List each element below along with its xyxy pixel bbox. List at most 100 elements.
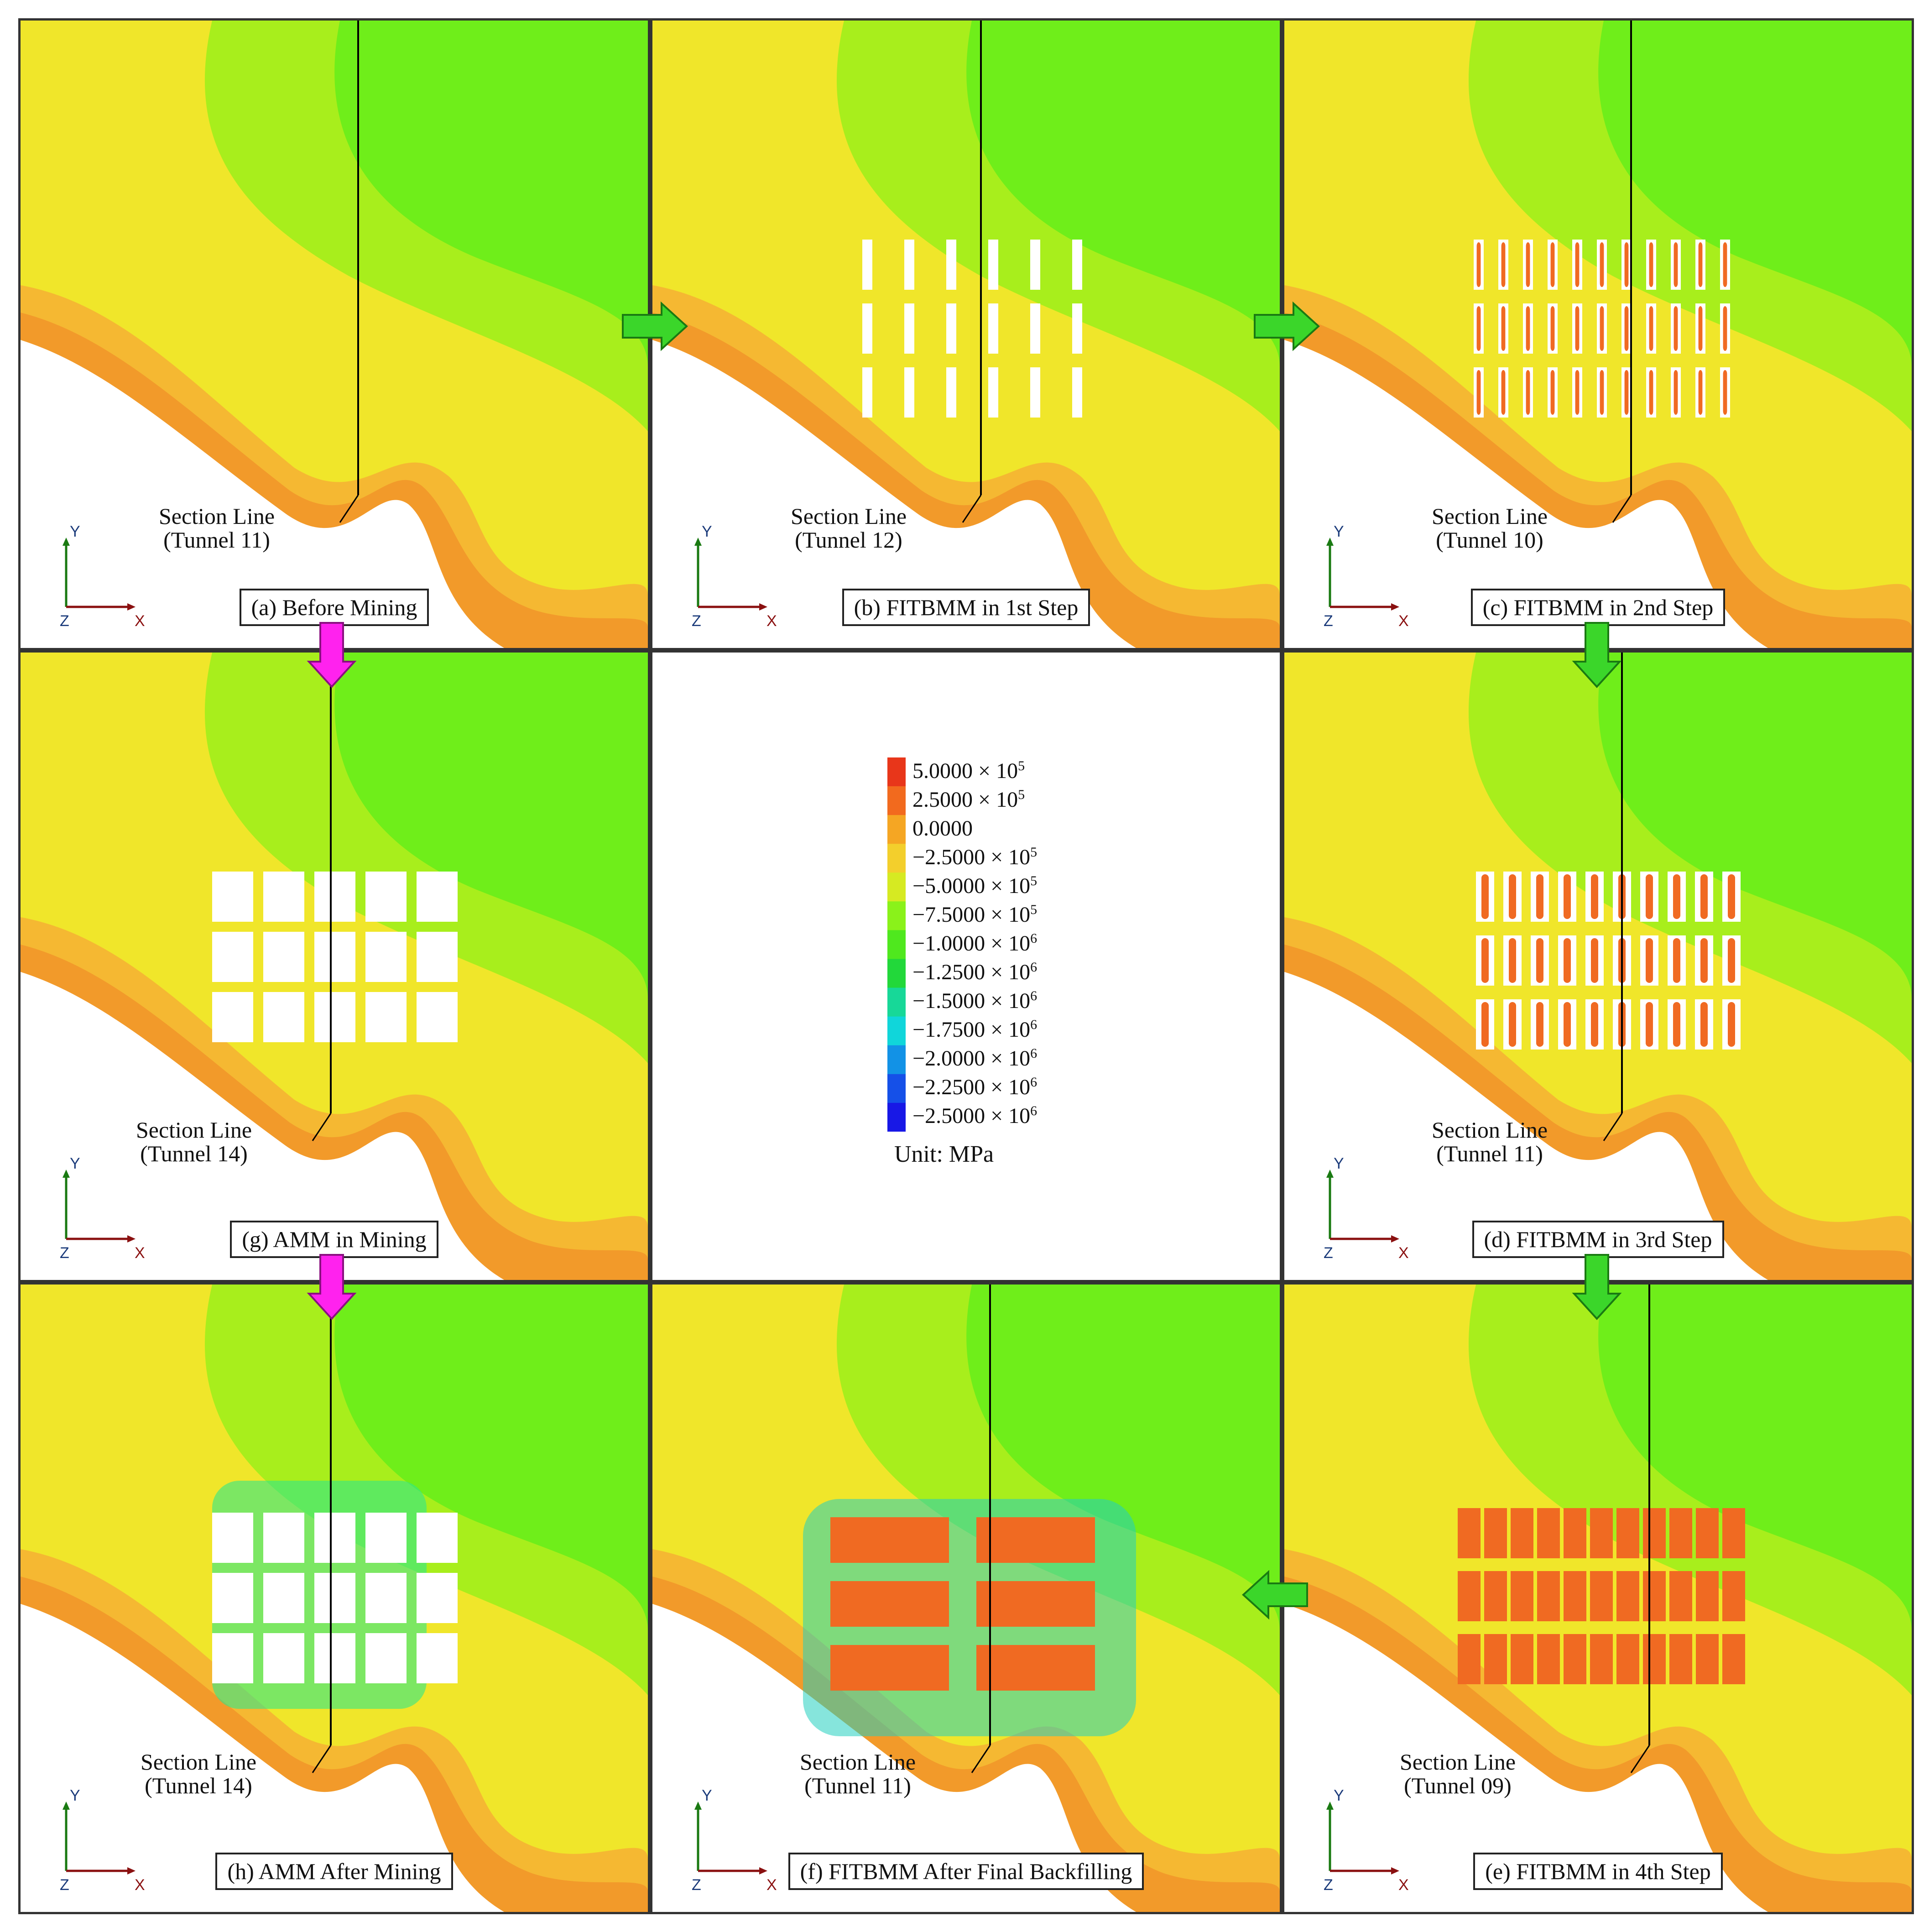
panel-f: Section Line (Tunnel 11) (f) FITBMM After …: [650, 1282, 1282, 1914]
x-axis-label: X: [766, 1876, 777, 1894]
axis-triad-icon: Y X Z: [692, 525, 777, 630]
x-axis-label: X: [766, 612, 777, 630]
section-line-label: Section Line (Tunnel 11): [780, 1750, 935, 1797]
z-axis-label: Z: [692, 612, 701, 630]
tunnel-text: (Tunnel 14): [145, 1773, 252, 1798]
tunnel-text: (Tunnel 14): [140, 1141, 248, 1166]
tunnel-text: (Tunnel 11): [163, 527, 270, 553]
legend-entry-label: 2.5000 × 10: [912, 787, 1018, 812]
axis-triad-icon: Y X Z: [1324, 525, 1409, 630]
x-axis-label: X: [1398, 612, 1409, 630]
legend-entry-exponent: 5: [1030, 902, 1037, 917]
y-axis-label: Y: [702, 1789, 712, 1804]
panel-caption-text: (d) FITBMM in 3rd Step: [1472, 1221, 1724, 1258]
legend-swatch: [887, 959, 906, 988]
section-line-text: Section Line: [1431, 1117, 1548, 1143]
tunnel-text: (Tunnel 11): [804, 1773, 911, 1798]
tunnel-text: (Tunnel 12): [795, 527, 902, 553]
legend-entry-exponent: 6: [1030, 1017, 1037, 1033]
legend-entry-label: −1.5000 × 10: [912, 989, 1031, 1013]
panel-caption-text: (c) FITBMM in 2nd Step: [1470, 589, 1726, 626]
section-line-text: Section Line: [1431, 503, 1548, 529]
y-axis-label: Y: [70, 1157, 80, 1172]
legend-panel: 5.0000 × 105 2.5000 × 105 0.0000 −2.5000 × …: [650, 650, 1282, 1282]
legend-entry-label: −2.5000 × 10: [912, 845, 1031, 869]
legend-entry: −1.2500 × 106: [912, 960, 1037, 985]
panel-c: Section Line (Tunnel 10) (c) FITBMM in 2nd…: [1282, 18, 1914, 650]
stress-contour-plot: [21, 1285, 648, 1912]
arrow-a-to-b-icon: [622, 301, 688, 351]
axis-triad-icon: Y X Z: [60, 1789, 145, 1894]
panel-d: Section Line (Tunnel 11) (d) FITBMM in 3rd…: [1282, 650, 1914, 1282]
stress-contour-plot: [652, 21, 1280, 648]
x-axis-label: X: [135, 612, 145, 630]
axis-triad-icon: Y X Z: [60, 525, 145, 630]
legend-entry-label: −7.5000 × 10: [912, 902, 1031, 927]
legend-entry: 5.0000 × 105: [912, 758, 1025, 783]
y-axis-label: Y: [702, 525, 712, 540]
x-axis-label: X: [135, 1244, 145, 1262]
x-axis-label: X: [1398, 1876, 1409, 1894]
arrow-g-to-h-icon: [307, 1254, 357, 1320]
legend-swatch: [887, 757, 906, 787]
section-line-label: Section Line (Tunnel 14): [116, 1118, 271, 1165]
panel-caption: (h) AMM After Mining: [21, 1853, 648, 1890]
legend-entry-exponent: 5: [1030, 873, 1037, 888]
y-axis-label: Y: [1334, 1789, 1344, 1804]
section-line-label: Section Line (Tunnel 11): [1412, 1118, 1567, 1165]
legend-swatch: [887, 1016, 906, 1046]
section-line-label: Section Line (Tunnel 12): [771, 504, 926, 552]
section-line-text: Section Line: [790, 503, 907, 529]
axis-triad-icon: Y X Z: [1324, 1157, 1409, 1262]
panel-caption: (f) FITBMM After Final Backfilling: [652, 1853, 1280, 1890]
legend-entry: −2.2500 × 106: [912, 1075, 1037, 1100]
legend-entry-label: −1.2500 × 10: [912, 960, 1031, 985]
legend-entry-label: 5.0000 × 10: [912, 758, 1018, 783]
section-line-label: Section Line (Tunnel 09): [1380, 1750, 1535, 1797]
panel-caption-text: (e) FITBMM in 4th Step: [1473, 1853, 1723, 1890]
legend-entry-exponent: 5: [1030, 844, 1037, 860]
panel-caption-text: (g) AMM in Mining: [230, 1221, 438, 1258]
legend-swatch: [887, 901, 906, 931]
legend-entry-label: −5.0000 × 10: [912, 873, 1031, 898]
panel-caption: (b) FITBMM in 1st Step: [652, 589, 1280, 626]
x-axis-label: X: [1398, 1244, 1409, 1262]
panel-caption-text: (f) FITBMM After Final Backfilling: [788, 1853, 1144, 1890]
legend-swatch: [887, 930, 906, 960]
z-axis-label: Z: [1324, 612, 1333, 630]
section-line-label: Section Line (Tunnel 10): [1412, 504, 1567, 552]
legend-swatch: [887, 844, 906, 873]
section-line-text: Section Line: [799, 1749, 916, 1775]
arrow-e-to-f-icon: [1242, 1570, 1308, 1620]
legend-swatch: [887, 1074, 906, 1103]
tunnel-text: (Tunnel 11): [1436, 1141, 1543, 1166]
legend-entry: −2.5000 × 106: [912, 1103, 1037, 1128]
stress-contour-plot: [21, 653, 648, 1280]
legend-swatch: [887, 1102, 906, 1132]
legend-swatch: [887, 987, 906, 1017]
arrow-c-to-d-icon: [1572, 622, 1622, 688]
panel-g: Section Line (Tunnel 14) (g) AMM in Mining…: [18, 650, 650, 1282]
tunnel-text: (Tunnel 10): [1436, 527, 1543, 553]
axis-triad-icon: Y X Z: [60, 1157, 145, 1262]
arrow-a-to-g-icon: [307, 622, 357, 688]
section-line-text: Section Line: [158, 503, 275, 529]
legend-entry-label: −2.0000 × 10: [912, 1046, 1031, 1071]
legend-entry-exponent: 6: [1030, 1075, 1037, 1090]
legend-swatch: [887, 1045, 906, 1075]
y-axis-label: Y: [70, 525, 80, 540]
z-axis-label: Z: [60, 612, 69, 630]
z-axis-label: Z: [60, 1876, 69, 1894]
panel-caption-text: (b) FITBMM in 1st Step: [842, 589, 1090, 626]
legend-colorbar: [887, 757, 906, 1132]
section-line-label: Section Line (Tunnel 14): [121, 1750, 276, 1797]
panel-caption: (e) FITBMM in 4th Step: [1284, 1853, 1912, 1890]
legend-entry: 2.5000 × 105: [912, 787, 1025, 812]
legend-entry-label: 0.0000: [912, 816, 973, 841]
y-axis-label: Y: [1334, 525, 1344, 540]
legend-entry: −1.5000 × 106: [912, 988, 1037, 1013]
legend-entry-label: −2.2500 × 10: [912, 1075, 1031, 1100]
legend-unit: Unit: MPa: [894, 1141, 994, 1167]
legend-entry-exponent: 5: [1018, 758, 1025, 773]
panel-caption: (g) AMM in Mining: [21, 1221, 648, 1258]
